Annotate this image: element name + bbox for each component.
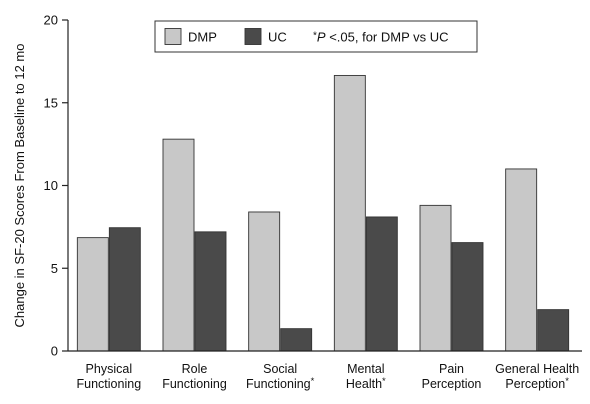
bar-dmp-3 <box>333 74 366 352</box>
x-category-label: Physical Functioning <box>77 362 142 391</box>
x-category-label: Social Functioning* <box>246 362 315 391</box>
x-category-label: Pain Perception <box>422 362 482 391</box>
y-tick-label: 10 <box>44 178 58 193</box>
y-tick-label: 15 <box>44 95 58 110</box>
bar-dmp-4 <box>419 204 452 352</box>
legend-note-star: * <box>313 31 317 42</box>
bar-dmp-0 <box>76 237 109 352</box>
bar-uc-2 <box>280 328 313 352</box>
x-category-label: Mental Health* <box>346 362 386 391</box>
y-tick-label: 20 <box>44 13 58 28</box>
legend-significance-note: *P <.05, for DMP vs UC <box>313 30 449 45</box>
bar-dmp-2 <box>248 211 281 352</box>
legend-swatch-dmp <box>164 28 182 45</box>
axis-layer <box>67 20 582 352</box>
legend-label-uc: UC <box>268 30 287 45</box>
y-axis-title: Change in SF-20 Scores From Baseline to … <box>12 44 27 328</box>
bar-uc-1 <box>194 231 227 352</box>
bar-uc-3 <box>365 216 398 352</box>
legend-note-rest: <.05, for DMP vs UC <box>326 30 449 45</box>
legend-note-p: P <box>317 30 326 45</box>
bar-uc-4 <box>451 242 484 352</box>
legend-swatch-uc <box>244 28 262 45</box>
bar-dmp-5 <box>505 168 538 352</box>
x-category-label: Role Functioning <box>162 362 227 391</box>
bar-dmp-1 <box>162 138 195 352</box>
legend-box <box>154 20 478 53</box>
y-ticks: 0 5 10 15 20 <box>44 13 68 359</box>
bars-layer <box>76 74 570 352</box>
y-tick-label: 5 <box>51 261 58 276</box>
x-category-label: General Health Perception* <box>495 362 579 391</box>
legend: DMP UC *P <.05, for DMP vs UC <box>154 20 478 53</box>
y-tick-label: 0 <box>51 344 58 359</box>
legend-label-dmp: DMP <box>188 30 217 45</box>
x-category-labels: Physical Functioning Role Functioning Social… <box>77 362 580 391</box>
bar-uc-0 <box>108 227 141 352</box>
bar-uc-5 <box>537 309 570 352</box>
